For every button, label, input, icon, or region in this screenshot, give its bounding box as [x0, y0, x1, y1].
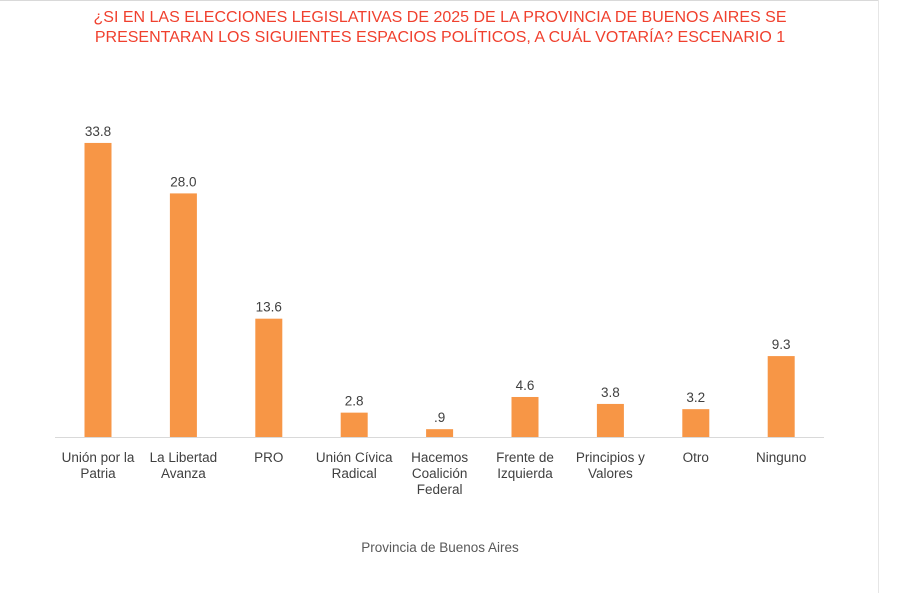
tick-label-4-line-0: Hacemos [411, 450, 468, 465]
data-label-8: 9.3 [772, 337, 791, 352]
tick-label-4-line-2: Federal [417, 482, 463, 497]
tick-label-5: Frente de Izquierda [496, 450, 554, 481]
tick-label-1-line-1: Avanza [161, 466, 206, 481]
right-border [878, 0, 879, 593]
tick-label-6-line-0: Principios y [576, 450, 645, 465]
tick-label-4-line-1: Coalición [412, 466, 468, 481]
chart-title: ¿SI EN LAS ELECCIONES LEGISLATIVAS DE 20… [40, 8, 840, 48]
chart-title-line-1: ¿SI EN LAS ELECCIONES LEGISLATIVAS DE 20… [93, 9, 787, 26]
bar-3 [340, 412, 368, 437]
tick-label-2-line-0: PRO [254, 450, 283, 465]
chart-title-line-2: PRESENTARAN LOS SIGUIENTES ESPACIOS POLÍ… [94, 29, 786, 46]
data-label-7: 3.2 [686, 390, 705, 405]
tick-label-7-line-0: Otro [683, 450, 709, 465]
tick-label-0-line-0: Unión por la [62, 450, 135, 465]
tick-label-4: Hacemos Coalición Federal [411, 450, 468, 497]
data-label-5: 4.6 [516, 378, 535, 393]
tick-label-3-line-0: Unión Cívica [316, 450, 393, 465]
x-axis-title: Provincia de Buenos Aires [361, 540, 519, 555]
tick-label-2: PRO [254, 450, 283, 465]
tick-label-8: Ninguno [756, 450, 806, 465]
tick-label-3: Unión Cívica Radical [316, 450, 393, 481]
bar-4 [426, 429, 454, 437]
bar-6 [596, 403, 624, 437]
tick-label-8-line-0: Ninguno [756, 450, 806, 465]
tick-label-1: La Libertad Avanza [150, 450, 218, 481]
tick-label-6: Principios y Valores [576, 450, 645, 481]
tick-label-1-line-0: La Libertad [150, 450, 218, 465]
bar-7 [682, 409, 710, 437]
data-label-1: 28.0 [170, 174, 196, 189]
bar-2 [255, 318, 283, 437]
tick-label-3-line-1: Radical [332, 466, 377, 481]
bar-1 [169, 193, 197, 437]
tick-label-0-line-1: Patria [80, 466, 116, 481]
tick-label-7: Otro [683, 450, 709, 465]
data-label-0: 33.8 [85, 124, 111, 139]
tick-label-5-line-0: Frente de [496, 450, 554, 465]
bar-8 [767, 356, 795, 437]
top-border [0, 0, 878, 1]
tick-label-6-line-1: Valores [588, 466, 633, 481]
data-label-2: 13.6 [256, 300, 282, 315]
tick-label-0: Unión por la Patria [62, 450, 135, 481]
tick-label-5-line-1: Izquierda [497, 466, 553, 481]
data-label-6: 3.8 [601, 385, 620, 400]
bar-5 [511, 396, 539, 437]
data-label-3: 2.8 [345, 394, 364, 409]
data-label-4: .9 [434, 410, 445, 425]
bar-0 [84, 142, 112, 437]
